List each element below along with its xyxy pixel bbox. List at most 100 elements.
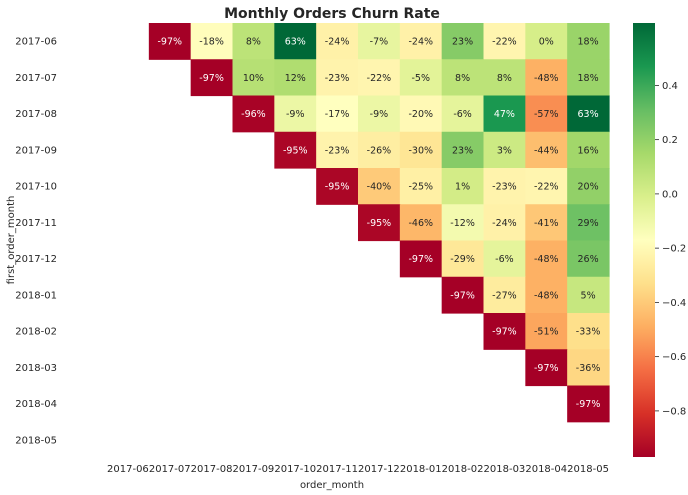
heatmap-cell (525, 23, 568, 60)
cell-value-label: -95% (367, 218, 392, 229)
heatmap-cell (567, 59, 610, 97)
x-tick-label: 2017-06 (107, 464, 149, 475)
cell-value-label: 18% (578, 37, 599, 48)
heatmap-cell (316, 59, 359, 97)
heatmap-cell (567, 204, 610, 242)
cell-value-label: -23% (492, 182, 517, 193)
cell-value-label: -48% (534, 73, 559, 84)
x-tick-label: 2018-01 (400, 464, 442, 475)
cell-value-label: -97% (408, 254, 433, 265)
x-tick-label: 2017-08 (191, 464, 233, 475)
heatmap-cell (190, 59, 234, 97)
heatmap-cell (399, 204, 443, 242)
heatmap-cell (399, 59, 443, 97)
heatmap-cell (148, 23, 192, 60)
heatmap-cell (316, 131, 359, 169)
cell-value-label: 10% (243, 73, 264, 84)
x-tick-label: 2017-12 (358, 464, 400, 475)
x-tick-label: 2017-09 (233, 464, 275, 475)
cell-value-label: -96% (241, 109, 266, 120)
cell-value-label: 26% (578, 254, 599, 265)
x-axis-ticks: 2017-06 2017-07 2017-08 2017-09 2017-10 2017-… (107, 464, 609, 475)
y-axis-ticks: 2017-06 2017-07 2017-08 2017-09 2017-10 2017-… (15, 37, 57, 447)
heatmap-cell (316, 95, 359, 133)
heatmap-cell (567, 385, 610, 423)
cell-value-label: -57% (534, 109, 559, 120)
heatmap-cell (525, 131, 568, 169)
cell-value-label: -48% (534, 290, 559, 301)
heatmap-cell (358, 95, 401, 133)
y-tick-label: 2018-03 (15, 363, 57, 374)
heatmap-cell (567, 276, 610, 314)
heatmap-cell (441, 59, 485, 97)
y-tick-label: 2017-08 (15, 109, 57, 120)
cell-value-label: -97% (450, 290, 475, 301)
y-tick-label: 2017-06 (15, 37, 57, 48)
heatmap-cell (358, 131, 401, 169)
colorbar-tick-label: −0.2 (662, 244, 686, 255)
x-tick-label: 2018-03 (484, 464, 526, 475)
heatmap-cell (316, 23, 359, 60)
heatmap-cell (525, 313, 568, 350)
cell-value-label: 0% (539, 37, 554, 48)
x-tick-label: 2017-10 (274, 464, 316, 475)
heatmap-cell (441, 23, 485, 60)
cell-value-label: -5% (412, 73, 431, 84)
heatmap-cell (358, 23, 401, 60)
heatmap-cell (441, 276, 485, 314)
colorbar-tick-label: −0.8 (662, 406, 686, 417)
cell-value-label: -9% (286, 109, 305, 120)
cell-value-label: -33% (576, 327, 601, 338)
cell-value-label: 63% (578, 109, 599, 120)
heatmap-cell (483, 59, 526, 97)
cell-value-label: -24% (492, 218, 517, 229)
heatmap-cell (441, 131, 485, 169)
heatmap-cell (483, 276, 526, 314)
heatmap-cell (567, 240, 610, 278)
heatmap-cell (483, 168, 526, 205)
heatmap-cell (358, 59, 401, 97)
cell-value-label: -36% (576, 363, 601, 374)
cell-value-label: -22% (367, 73, 392, 84)
y-tick-label: 2017-10 (15, 182, 57, 193)
y-tick-label: 2017-12 (15, 254, 57, 265)
heatmap-cell (525, 276, 568, 314)
x-tick-label: 2018-02 (442, 464, 484, 475)
cell-value-label: -95% (325, 182, 350, 193)
cell-value-label: 3% (497, 145, 512, 156)
cell-value-label: -29% (450, 254, 475, 265)
heatmap-cell (567, 95, 610, 133)
cell-value-label: -25% (408, 182, 433, 193)
heatmap-cell (567, 131, 610, 169)
heatmap-cell (399, 240, 443, 278)
cell-value-label: -30% (408, 145, 433, 156)
cell-value-label: -44% (534, 145, 559, 156)
colorbar-tick-label: 0.4 (662, 81, 678, 92)
cell-value-label: -48% (534, 254, 559, 265)
cell-value-label: -97% (492, 327, 517, 338)
x-tick-label: 2017-07 (149, 464, 191, 475)
cell-value-label: -97% (534, 363, 559, 374)
cell-value-label: -26% (367, 145, 392, 156)
cell-value-label: 47% (494, 109, 515, 120)
cell-value-label: 1% (455, 182, 470, 193)
heatmap-cell (525, 349, 568, 387)
heatmap-cell (441, 240, 485, 278)
heatmap-cell (441, 168, 485, 205)
y-tick-label: 2017-09 (15, 145, 57, 156)
x-tick-label: 2018-04 (525, 464, 567, 475)
cell-value-label: -23% (325, 145, 350, 156)
y-tick-label: 2018-05 (15, 435, 57, 446)
heatmap-cell (358, 204, 401, 242)
heatmap-cell (399, 131, 443, 169)
cell-value-label: 12% (285, 73, 306, 84)
colorbar (633, 23, 655, 457)
colorbar-ticks: −0.8 −0.6 −0.4 −0.2 0.0 0.2 0.4 (655, 81, 686, 417)
colorbar-tick-label: −0.6 (662, 352, 686, 363)
cell-value-label: 5% (581, 290, 596, 301)
cell-value-label: -20% (408, 109, 433, 120)
heatmap-cell (441, 95, 485, 133)
cell-value-label: -18% (199, 37, 224, 48)
heatmap-cell (399, 23, 443, 60)
